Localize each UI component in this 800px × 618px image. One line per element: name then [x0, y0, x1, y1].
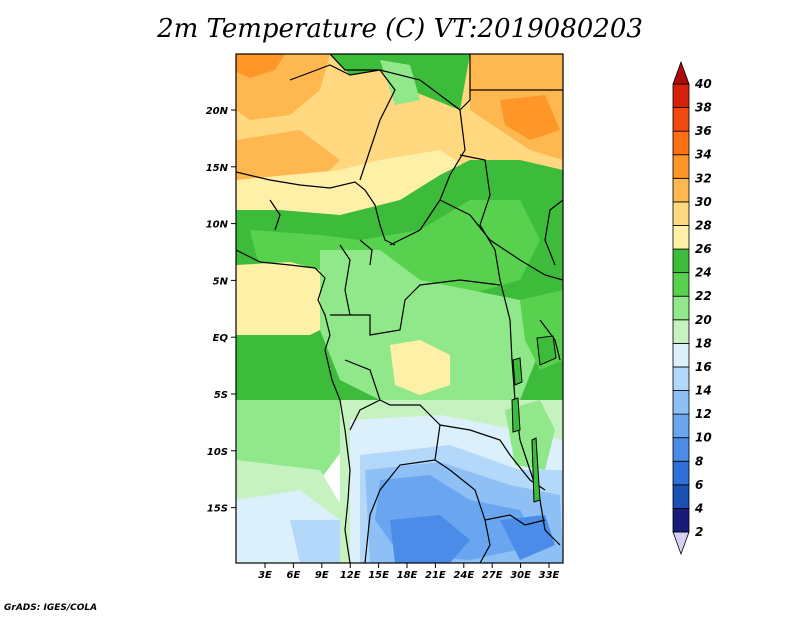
colorbar-label: 8: [695, 454, 703, 468]
lon-tick-label: 6E: [287, 570, 301, 581]
colorbar-segment: [672, 366, 690, 391]
country-borders: [236, 54, 563, 563]
lat-tick-label: 10S: [207, 447, 228, 458]
lon-tick-label: 12E: [340, 570, 361, 581]
lon-tick-label: 24E: [453, 570, 474, 581]
colorbar-label: 20: [695, 313, 712, 327]
field-light-north: [380, 60, 420, 105]
colorbar-segment: [672, 413, 690, 439]
colorbar-label: 22: [695, 289, 712, 303]
colorbar-label: 4: [694, 501, 703, 515]
field-congo-warm: [390, 340, 450, 395]
latitude-axis: 20N 15N 10N 5N EQ 5S 10S 15S: [206, 106, 236, 515]
colorbar-label: 18: [695, 336, 712, 350]
lon-tick-label: 18E: [397, 570, 418, 581]
temperature-field: [236, 54, 563, 563]
colorbar-segment: [672, 508, 690, 533]
colorbar-label: 16: [695, 360, 712, 374]
colorbar-over-arrow: [672, 60, 690, 85]
field-congo-light: [320, 250, 540, 410]
colorbar-label: 38: [695, 101, 712, 115]
field-south-deep: [390, 515, 470, 563]
lat-tick-label: 15S: [207, 504, 228, 515]
colorbar-label: 30: [695, 195, 712, 209]
lon-tick-label: 15E: [368, 570, 389, 581]
colorbar-label: 10: [695, 431, 712, 445]
map-frame: [235, 53, 564, 564]
colorbar-under-arrow: [672, 531, 690, 556]
plot-title: 2m Temperature (C) VT:2019080203: [157, 14, 643, 44]
lat-tick-label: 5N: [213, 276, 229, 287]
colorbar-label: 36: [695, 124, 712, 138]
lon-tick-label: 30E: [510, 570, 531, 581]
lon-tick-label: 9E: [315, 570, 329, 581]
lat-tick-label: 5S: [214, 390, 228, 401]
colorbar-segment: [672, 342, 690, 368]
field-south-deeper: [500, 515, 555, 560]
colorbar-label: 14: [695, 384, 712, 398]
colorbar-label: 40: [694, 77, 712, 91]
grads-credit: GrADS: IGES/COLA: [4, 603, 98, 613]
colorbar-segment: [672, 319, 690, 344]
colorbar-segment: [672, 177, 690, 203]
colorbar-segment: [672, 107, 690, 132]
lakes: [511, 335, 557, 503]
colorbar-label: 34: [695, 148, 712, 162]
longitude-axis: 3E 6E 9E 12E 15E 18E 21E 24E 27E 30E 33E: [258, 563, 560, 581]
field-very-hot-corner: [236, 54, 285, 78]
colorbar-segment: [672, 484, 690, 509]
lon-tick-label: 3E: [258, 570, 272, 581]
lat-tick-label: 20N: [206, 106, 229, 117]
colorbar-segment: [672, 437, 690, 462]
colorbar-label: 32: [695, 171, 712, 185]
colorbar-label: 2: [695, 525, 703, 539]
colorbar-segment: [672, 225, 690, 250]
colorbar-segment: [672, 248, 690, 274]
colorbar-label: 26: [695, 242, 712, 256]
colorbar-segment: [672, 295, 690, 321]
colorbar-segment: [672, 390, 690, 415]
lat-tick-label: EQ: [213, 333, 229, 344]
colorbar-segment: [672, 83, 690, 108]
colorbar-segment: [672, 154, 690, 179]
field-very-hot-east: [500, 95, 560, 140]
colorbar-label: 12: [695, 407, 712, 421]
colorbar-segment: [672, 130, 690, 156]
field-ocean-blue: [290, 520, 355, 563]
lon-tick-label: 21E: [425, 570, 446, 581]
colorbar-segment: [672, 460, 690, 486]
colorbar-label: 28: [695, 218, 712, 232]
field-ocean-light: [236, 400, 350, 480]
lon-tick-label: 33E: [539, 570, 560, 581]
lat-tick-label: 10N: [206, 220, 229, 231]
lat-tick-label: 15N: [206, 163, 229, 174]
colorbar-segment: [672, 201, 690, 226]
colorbar-segment: [672, 272, 690, 297]
colorbar-label: 6: [695, 478, 703, 492]
lon-tick-label: 27E: [482, 570, 503, 581]
colorbar-label: 24: [695, 266, 712, 280]
field-ocean-warm: [236, 262, 330, 340]
